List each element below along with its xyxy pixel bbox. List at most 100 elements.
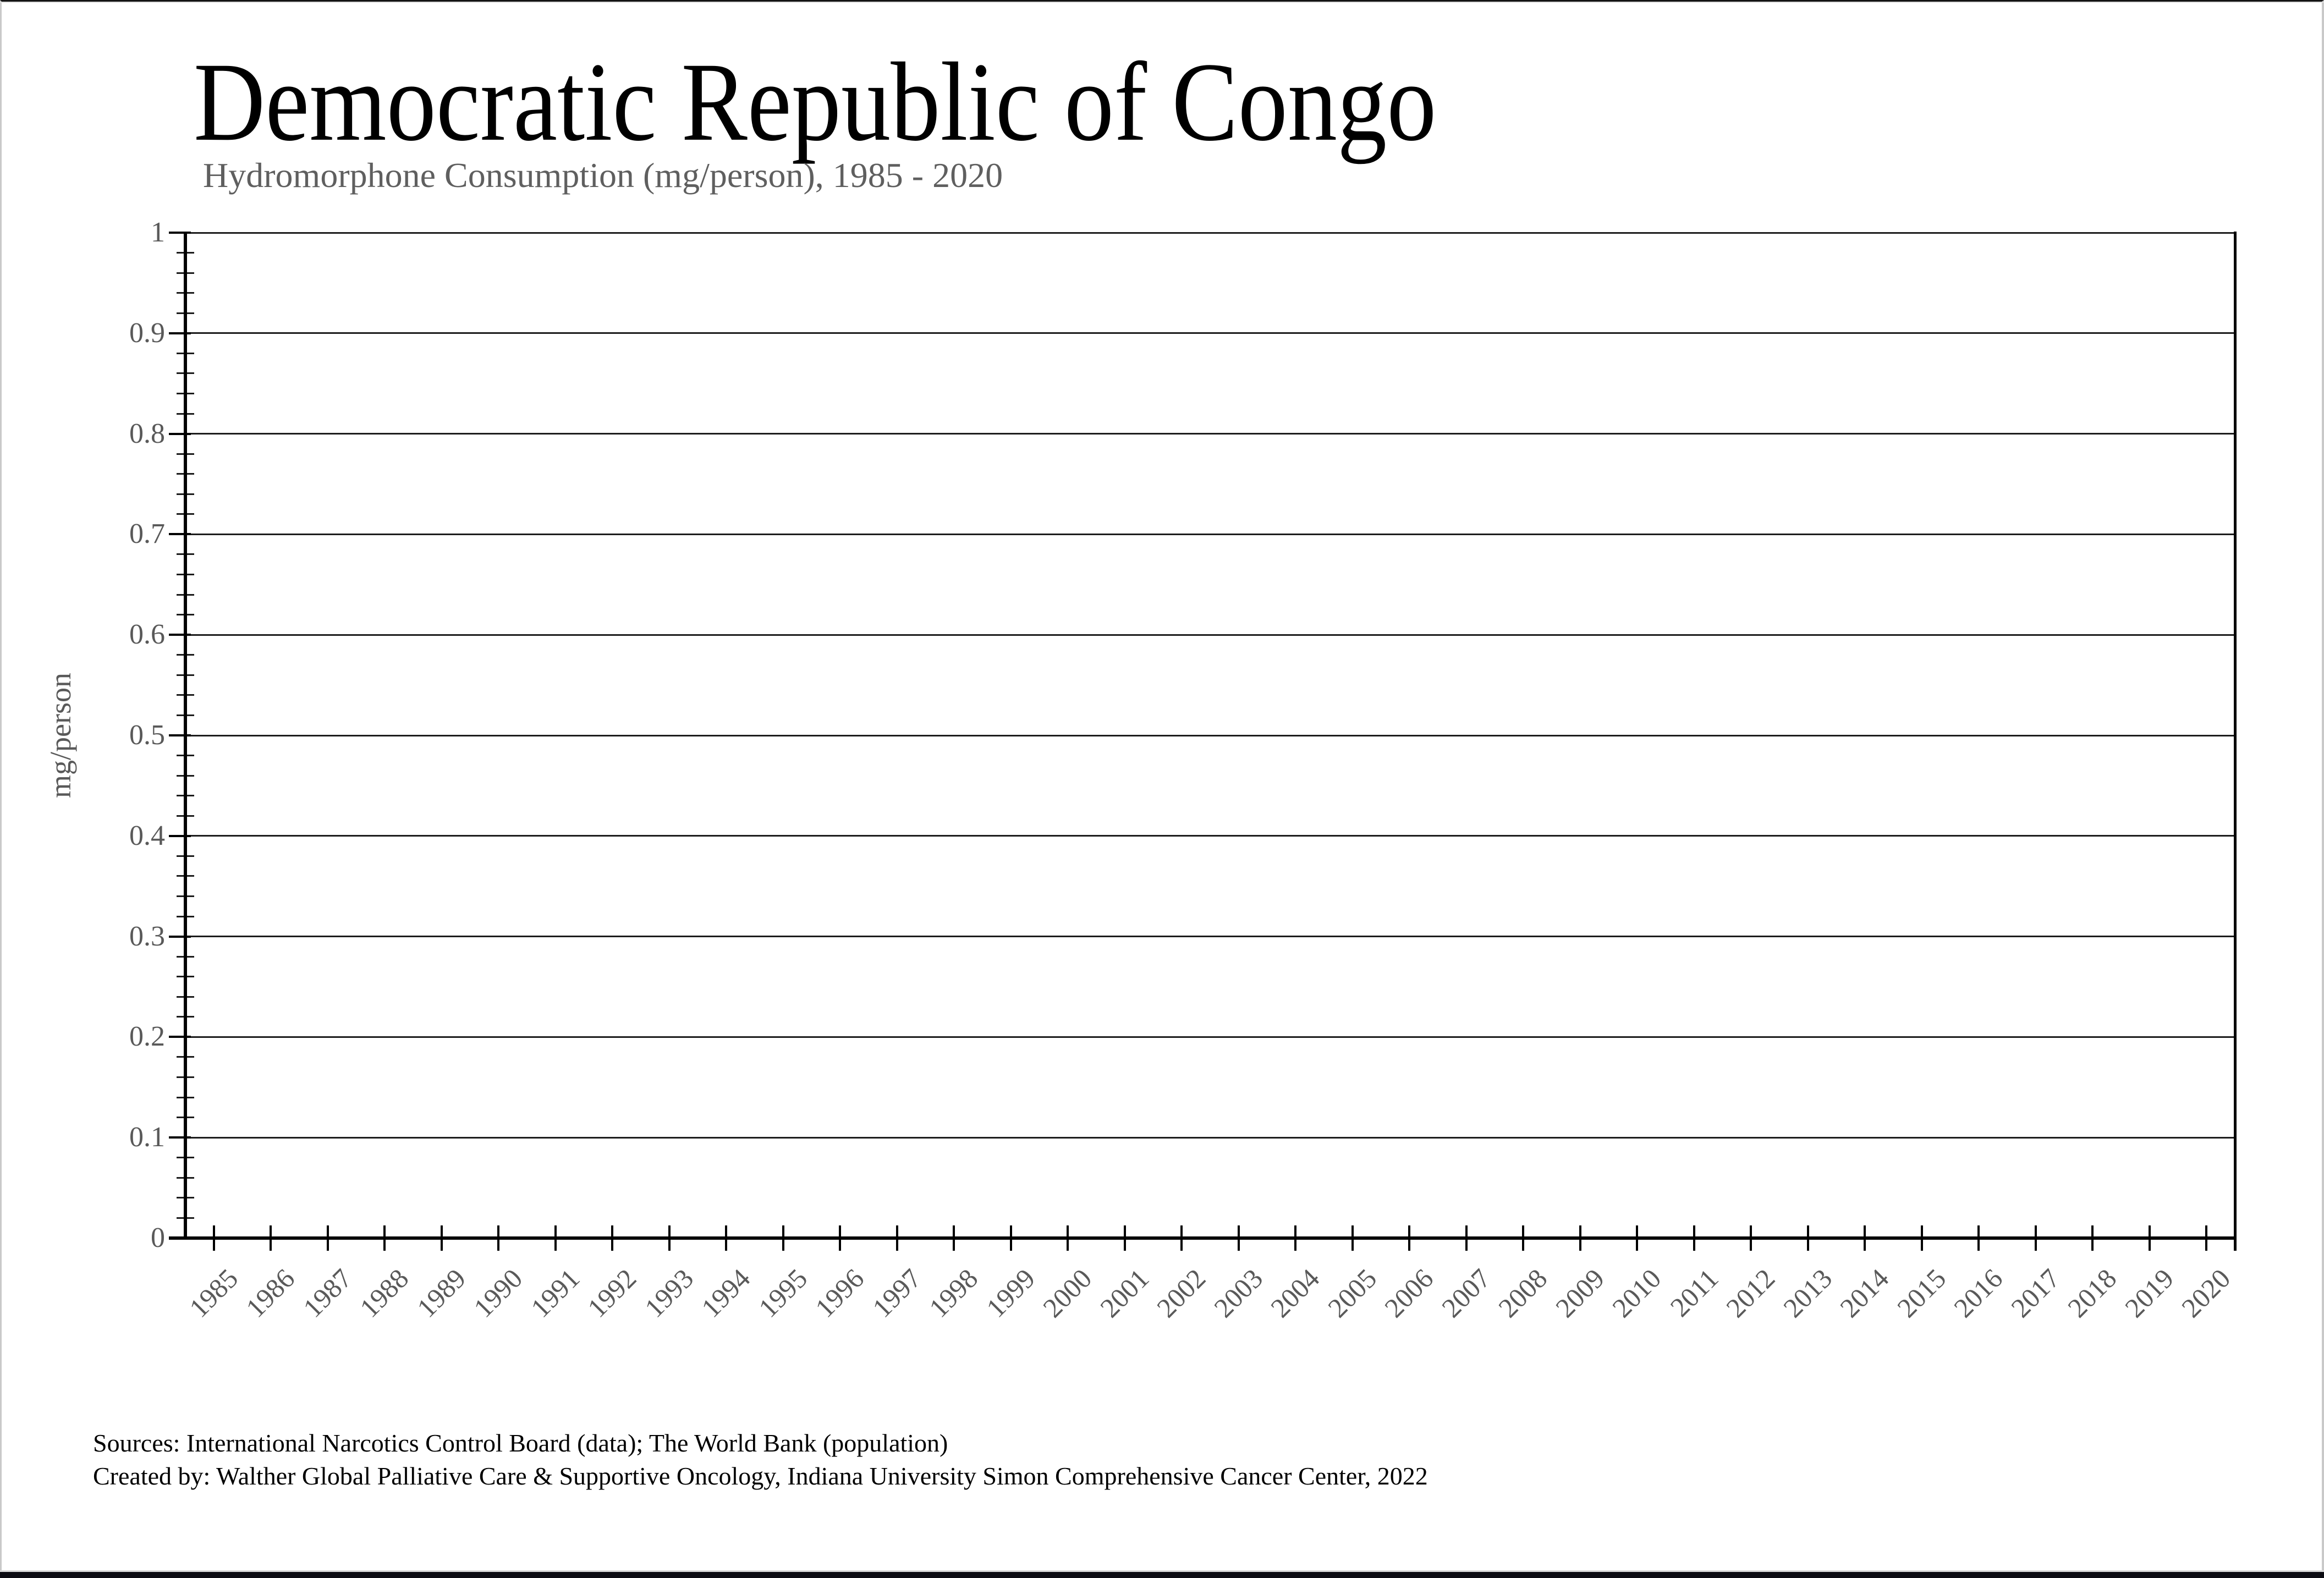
y-axis-major-tick — [169, 834, 191, 837]
y-grid-line — [185, 936, 2235, 938]
bottom-inner-border — [0, 1570, 2324, 1572]
y-grid-line — [185, 533, 2235, 535]
x-axis-tick — [1750, 1225, 1752, 1251]
x-axis-tick-label: 2004 — [1265, 1262, 1326, 1324]
x-axis-tick — [839, 1225, 842, 1251]
x-axis-tick-label: 2018 — [2062, 1262, 2123, 1324]
bottom-bar — [0, 1572, 2324, 1578]
source-note: Sources: International Narcotics Control… — [93, 1427, 1428, 1493]
x-axis-tick — [1009, 1225, 1012, 1251]
x-axis-line — [169, 1236, 2235, 1240]
x-axis-tick-label: 2006 — [1378, 1262, 1440, 1324]
top-inner-border — [0, 2, 2324, 3]
y-axis-tick-label: 0.2 — [129, 1021, 165, 1053]
y-axis-major-tick — [169, 432, 191, 435]
x-axis-tick — [1180, 1225, 1183, 1251]
x-axis-tick — [1408, 1225, 1411, 1251]
y-grid-line — [185, 232, 2235, 234]
x-axis-tick-label: 2019 — [2118, 1262, 2180, 1324]
page-title: Democratic Republic of Congo — [194, 40, 1437, 164]
x-axis-tick-label: 1993 — [638, 1262, 700, 1324]
y-axis-tick-label: 0 — [151, 1222, 165, 1253]
x-axis-tick — [611, 1225, 614, 1251]
x-axis-tick — [497, 1225, 500, 1251]
x-axis-tick — [1522, 1225, 1525, 1251]
x-axis-tick-label: 1995 — [752, 1262, 814, 1324]
x-axis-tick-label: 1990 — [468, 1262, 529, 1324]
x-axis-tick-label: 2002 — [1151, 1262, 1212, 1324]
x-axis-tick — [326, 1225, 329, 1251]
x-axis-tick — [2091, 1225, 2094, 1251]
x-axis-tick — [953, 1225, 955, 1251]
y-axis-major-tick — [169, 734, 191, 736]
x-axis-tick-label: 2001 — [1094, 1262, 1155, 1324]
x-axis-tick-label: 2005 — [1321, 1262, 1383, 1324]
x-axis-tick-label: 2009 — [1549, 1262, 1611, 1324]
x-axis-tick-label: 2008 — [1492, 1262, 1553, 1324]
x-axis-tick — [1465, 1225, 1468, 1251]
x-axis-tick — [1067, 1225, 1069, 1251]
x-axis-tick-label: 1991 — [524, 1262, 586, 1324]
y-axis-tick-label: 0.6 — [129, 619, 165, 651]
x-axis-tick-label: 2007 — [1435, 1262, 1497, 1324]
x-axis-tick-label: 2000 — [1037, 1262, 1098, 1324]
y-grid-line — [185, 835, 2235, 837]
x-axis-tick — [1920, 1225, 1923, 1251]
x-axis-tick-label: 2011 — [1664, 1262, 1724, 1323]
x-axis-tick-label: 2010 — [1606, 1262, 1667, 1324]
x-axis-tick-label: 1989 — [410, 1262, 472, 1324]
x-axis-tick-label: 2016 — [1948, 1262, 2009, 1324]
x-axis-tick — [212, 1225, 215, 1251]
x-axis-tick — [270, 1225, 272, 1251]
x-axis-tick — [1693, 1225, 1695, 1251]
x-axis-tick-label: 1996 — [809, 1262, 870, 1324]
x-axis-tick-label: 1997 — [866, 1262, 927, 1324]
y-axis-tick-label: 0.9 — [129, 317, 165, 349]
y-grid-line — [185, 734, 2235, 736]
source-line: Sources: International Narcotics Control… — [93, 1429, 948, 1457]
x-axis-tick-label: 1998 — [923, 1262, 984, 1324]
y-axis-tick-label: 0.3 — [129, 920, 165, 952]
y-axis-line — [184, 232, 187, 1240]
x-axis-tick-label: 2003 — [1207, 1262, 1269, 1324]
x-axis-tick-label: 1988 — [354, 1262, 415, 1324]
y-axis-major-tick — [169, 332, 191, 334]
y-axis-major-tick — [169, 1136, 191, 1139]
x-axis-tick-label: 1992 — [581, 1262, 642, 1324]
x-axis-tick — [895, 1225, 898, 1251]
x-axis-tick — [668, 1225, 671, 1251]
y-axis-major-tick — [169, 634, 191, 636]
y-grid-line — [185, 433, 2235, 435]
y-axis-major-tick — [169, 935, 191, 938]
credit-line: Created by: Walther Global Palliative Ca… — [93, 1462, 1428, 1490]
y-grid-line — [185, 1136, 2235, 1139]
x-axis-tick — [1864, 1225, 1866, 1251]
x-axis-tick-label: 2014 — [1834, 1262, 1895, 1324]
x-axis-tick-label: 2012 — [1720, 1262, 1781, 1324]
y-axis-tick-label: 0.4 — [129, 820, 165, 851]
y-axis-tick-label: 0.8 — [129, 417, 165, 449]
x-axis-tick-label: 1994 — [695, 1262, 756, 1324]
y-axis-major-tick — [169, 533, 191, 536]
y-axis-tick-label: 1 — [151, 217, 165, 248]
x-axis-tick — [2034, 1225, 2037, 1251]
plot-right-border — [2234, 232, 2237, 1251]
x-axis-tick — [554, 1225, 557, 1251]
x-axis-tick-label: 2015 — [1891, 1262, 1952, 1324]
x-axis-tick — [1977, 1225, 1980, 1251]
y-grid-line — [185, 332, 2235, 334]
y-axis-tick-label: 0.1 — [129, 1121, 165, 1153]
x-axis-tick — [725, 1225, 728, 1251]
x-axis-tick-label: 1986 — [240, 1262, 301, 1324]
x-axis-tick — [2148, 1225, 2151, 1251]
x-axis-tick — [1123, 1225, 1126, 1251]
x-axis-tick — [1294, 1225, 1297, 1251]
x-axis-tick-label: 2020 — [2175, 1262, 2237, 1324]
y-axis-tick-label: 0.7 — [129, 518, 165, 550]
chart-subtitle: Hydromorphone Consumption (mg/person), 1… — [203, 156, 1003, 195]
y-axis-tick-label: 0.5 — [129, 719, 165, 751]
x-axis-tick — [782, 1225, 784, 1251]
y-axis-major-tick — [169, 232, 191, 234]
x-axis-tick-label: 1987 — [296, 1262, 358, 1324]
x-axis-tick — [440, 1225, 443, 1251]
